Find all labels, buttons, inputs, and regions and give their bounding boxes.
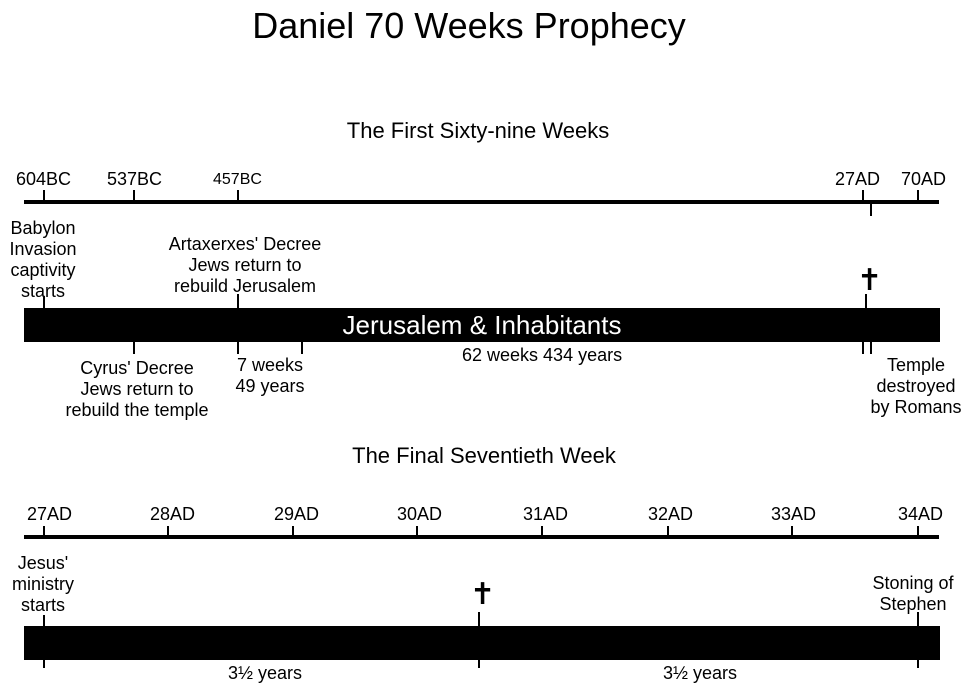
- axis-label-70ad: 70AD: [901, 169, 947, 189]
- event-tick: [43, 296, 45, 308]
- axis-tick: [917, 526, 919, 537]
- axis-label-33ad: 33AD: [771, 504, 817, 524]
- event-cyrus-decree: Cyrus' Decree Jews return to rebuild the…: [65, 358, 209, 420]
- event-tick: [43, 660, 45, 668]
- axis-tick: [167, 526, 169, 537]
- event-tick: [862, 342, 864, 354]
- event-seven-weeks: 7 weeks 49 years: [235, 355, 305, 396]
- axis-tick: [292, 526, 294, 537]
- event-jesus-ministry: Jesus' ministry starts: [12, 553, 74, 615]
- event-artaxerxes-decree: Artaxerxes' Decree Jews return to rebuil…: [168, 234, 322, 296]
- axis-label-32ad: 32AD: [648, 504, 694, 524]
- event-tick: [478, 612, 480, 626]
- event-stoning-of-stephen: Stoning of Stephen: [872, 573, 954, 614]
- section2-heading: The Final Seventieth Week: [352, 443, 616, 468]
- event-tick: [870, 342, 872, 354]
- axis-label-604bc: 604BC: [16, 169, 72, 189]
- event-tick: [865, 294, 867, 308]
- event-sixty-two-weeks: 62 weeks 434 years: [462, 345, 623, 365]
- axis-label-34ad: 34AD: [898, 504, 944, 524]
- jerusalem-bar: [24, 308, 940, 342]
- event-temple-destroyed: Temple destroyed by Romans: [870, 355, 962, 417]
- axis-label-28ad: 28AD: [150, 504, 196, 524]
- event-tick: [478, 660, 480, 668]
- event-babylon-invasion: Babylon Invasion captivity starts: [9, 218, 77, 301]
- axis-label-31ad: 31AD: [523, 504, 569, 524]
- axis-tick: [791, 526, 793, 537]
- axis-label-29ad: 29AD: [274, 504, 320, 524]
- seventieth-week-bar: [24, 626, 940, 660]
- axis-label-457bc: 457BC: [213, 171, 262, 188]
- event-tick: [301, 342, 303, 354]
- axis-tick: [541, 526, 543, 537]
- axis-tick: [917, 190, 919, 202]
- event-tick: [237, 294, 239, 308]
- section1-heading: The First Sixty-nine Weeks: [346, 118, 610, 143]
- axis-tick: [667, 526, 669, 537]
- jerusalem-bar-label: Jerusalem & Inhabitants: [342, 310, 622, 340]
- axis-tick: [43, 526, 45, 537]
- event-tick: [917, 660, 919, 668]
- event-tick: [917, 612, 919, 626]
- half-period-label: 3½ years: [663, 663, 738, 683]
- event-tick: [237, 342, 239, 354]
- cross-icon: ✝: [470, 578, 496, 611]
- half-period-label: 3½ years: [228, 663, 303, 683]
- axis-label-537bc: 537BC: [107, 169, 163, 189]
- axis-tick: [237, 190, 239, 202]
- axis-tick: [416, 526, 418, 537]
- page-title: Daniel 70 Weeks Prophecy: [252, 5, 686, 46]
- axis-label-30ad: 30AD: [397, 504, 443, 524]
- timeline-axis-1: [24, 200, 939, 204]
- cross-icon: ✝: [857, 264, 883, 297]
- axis-label-27ad: 27AD: [27, 504, 73, 524]
- axis-tick: [43, 190, 45, 202]
- axis-tick: [870, 202, 872, 216]
- timeline-axis-2: [24, 535, 939, 539]
- axis-tick: [862, 190, 864, 202]
- event-tick: [133, 342, 135, 354]
- axis-label-27ad: 27AD: [835, 169, 881, 189]
- event-tick: [43, 615, 45, 626]
- axis-tick: [133, 190, 135, 202]
